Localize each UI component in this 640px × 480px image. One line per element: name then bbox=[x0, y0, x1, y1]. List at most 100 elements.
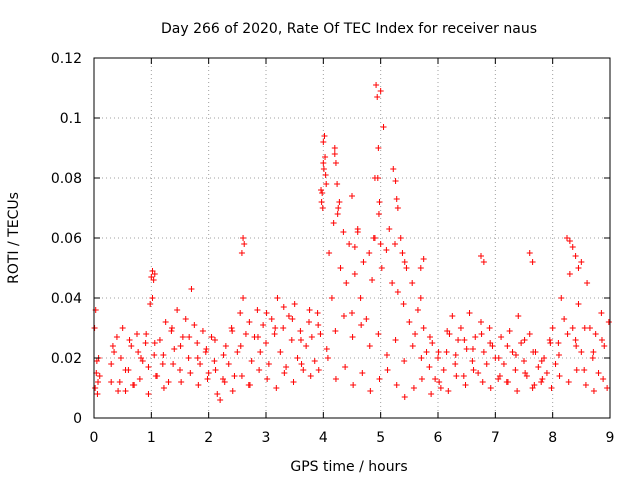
x-tick-label: 1 bbox=[147, 430, 156, 446]
data-point bbox=[170, 361, 177, 367]
y-tick-label: 0.1 bbox=[60, 111, 82, 127]
data-point bbox=[373, 82, 380, 88]
data-point bbox=[350, 382, 357, 388]
data-point bbox=[221, 379, 228, 385]
data-point bbox=[152, 373, 159, 379]
data-point bbox=[394, 205, 401, 211]
data-point bbox=[437, 385, 444, 391]
data-point bbox=[566, 238, 573, 244]
data-point bbox=[212, 367, 219, 373]
data-point bbox=[135, 349, 142, 355]
data-point bbox=[156, 337, 163, 343]
data-point bbox=[549, 325, 556, 331]
data-point bbox=[240, 295, 247, 301]
data-point bbox=[412, 331, 419, 337]
data-point bbox=[531, 382, 538, 388]
data-point bbox=[332, 328, 339, 334]
data-point bbox=[331, 145, 338, 151]
data-point bbox=[129, 382, 136, 388]
data-point bbox=[595, 370, 602, 376]
data-point bbox=[109, 343, 116, 349]
x-tick-label: 2 bbox=[204, 430, 213, 446]
data-point bbox=[94, 391, 101, 397]
data-point bbox=[322, 172, 329, 178]
y-tick-label: 0 bbox=[73, 411, 82, 427]
data-point bbox=[332, 376, 339, 382]
data-point bbox=[92, 385, 99, 391]
data-point bbox=[336, 199, 343, 205]
data-point bbox=[420, 325, 427, 331]
data-point bbox=[165, 379, 172, 385]
data-point bbox=[564, 331, 571, 337]
data-point bbox=[274, 295, 281, 301]
data-point bbox=[428, 391, 435, 397]
x-tick-label: 4 bbox=[319, 430, 328, 446]
data-point bbox=[317, 331, 324, 337]
data-point bbox=[449, 313, 456, 319]
data-point bbox=[159, 361, 166, 367]
data-point bbox=[311, 358, 318, 364]
data-point bbox=[386, 226, 393, 232]
data-point bbox=[256, 367, 263, 373]
data-point bbox=[298, 361, 305, 367]
data-point bbox=[414, 307, 421, 313]
data-point bbox=[360, 259, 367, 265]
data-point bbox=[238, 250, 245, 256]
data-point bbox=[605, 319, 612, 325]
data-point bbox=[314, 310, 321, 316]
data-point bbox=[143, 331, 150, 337]
data-point bbox=[351, 271, 358, 277]
data-point bbox=[522, 370, 529, 376]
data-point bbox=[496, 373, 503, 379]
data-point bbox=[380, 124, 387, 130]
data-point bbox=[423, 349, 430, 355]
data-point bbox=[237, 310, 244, 316]
data-point bbox=[573, 367, 580, 373]
data-point bbox=[179, 334, 186, 340]
data-point bbox=[586, 325, 593, 331]
data-point bbox=[280, 325, 287, 331]
data-point bbox=[147, 301, 154, 307]
data-point bbox=[111, 349, 118, 355]
data-point bbox=[151, 340, 158, 346]
data-point bbox=[495, 355, 502, 361]
data-point bbox=[194, 340, 201, 346]
y-tick-label: 0.02 bbox=[51, 351, 82, 367]
data-point bbox=[248, 358, 255, 364]
data-point bbox=[214, 391, 221, 397]
data-point bbox=[575, 265, 582, 271]
data-point bbox=[285, 313, 292, 319]
data-point bbox=[220, 352, 227, 358]
data-point bbox=[598, 337, 605, 343]
data-point bbox=[457, 325, 464, 331]
data-point bbox=[581, 367, 588, 373]
data-point bbox=[294, 355, 301, 361]
data-point bbox=[566, 271, 573, 277]
data-point bbox=[264, 376, 271, 382]
data-point bbox=[598, 310, 605, 316]
data-point bbox=[128, 343, 135, 349]
data-point bbox=[334, 211, 341, 217]
x-tick-label: 9 bbox=[606, 430, 615, 446]
data-point bbox=[444, 328, 451, 334]
data-point bbox=[203, 346, 210, 352]
data-point bbox=[539, 376, 546, 382]
data-point bbox=[303, 343, 310, 349]
data-point bbox=[538, 358, 545, 364]
data-point bbox=[400, 301, 407, 307]
data-point bbox=[318, 199, 325, 205]
data-point bbox=[515, 313, 522, 319]
data-point bbox=[529, 259, 536, 265]
data-point bbox=[334, 181, 341, 187]
data-point bbox=[319, 190, 326, 196]
data-point bbox=[234, 349, 241, 355]
data-point bbox=[486, 325, 493, 331]
data-point bbox=[543, 370, 550, 376]
grid-lines bbox=[94, 58, 610, 418]
data-point bbox=[417, 265, 424, 271]
data-point bbox=[354, 229, 361, 235]
data-point bbox=[231, 373, 238, 379]
data-point bbox=[237, 343, 244, 349]
data-point bbox=[324, 355, 331, 361]
data-point bbox=[375, 211, 382, 217]
